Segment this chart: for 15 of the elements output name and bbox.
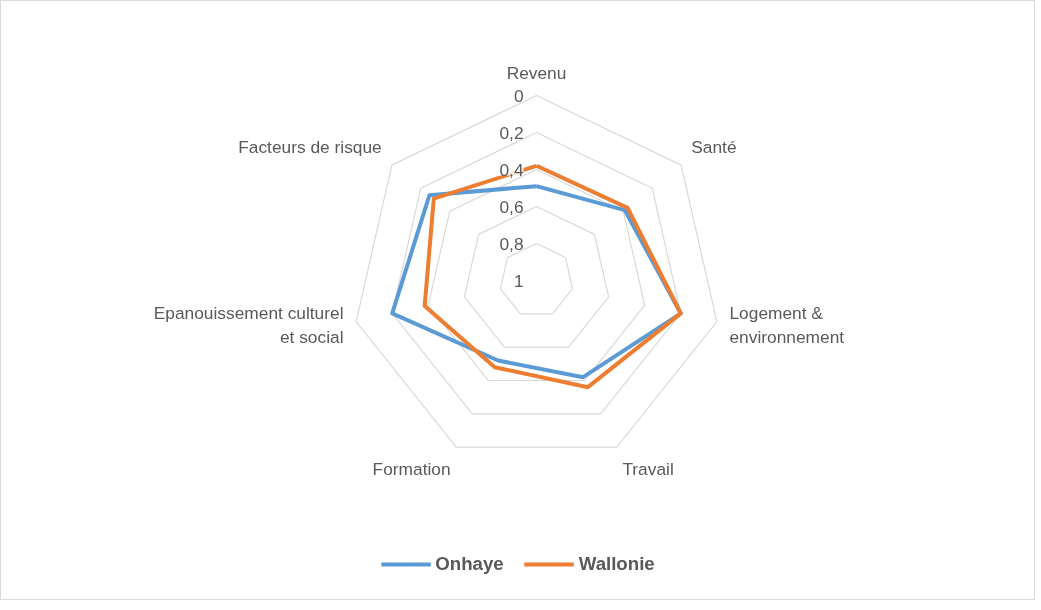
y-tick-label: 0,4 [499, 159, 524, 180]
spoke-label: Logement & environnement [729, 302, 845, 347]
spoke-label: Epanouissement culturel et social [153, 302, 344, 347]
y-tick-label: 0 [513, 85, 524, 106]
y-tick-label: 0,8 [499, 233, 524, 254]
spoke-label: Revenu [506, 62, 567, 83]
spoke-label: Facteurs de risque [238, 137, 382, 158]
spoke-label: Travail [622, 458, 674, 479]
legend-label: Wallonie [578, 553, 655, 575]
y-tick-label: 0,6 [499, 196, 524, 217]
legend-label: Onhaye [435, 553, 504, 575]
spoke-label: Formation [372, 458, 451, 479]
y-tick-label: 1 [513, 270, 524, 291]
spoke-label: Santé [691, 137, 737, 158]
y-tick-label: 0,2 [499, 122, 524, 143]
